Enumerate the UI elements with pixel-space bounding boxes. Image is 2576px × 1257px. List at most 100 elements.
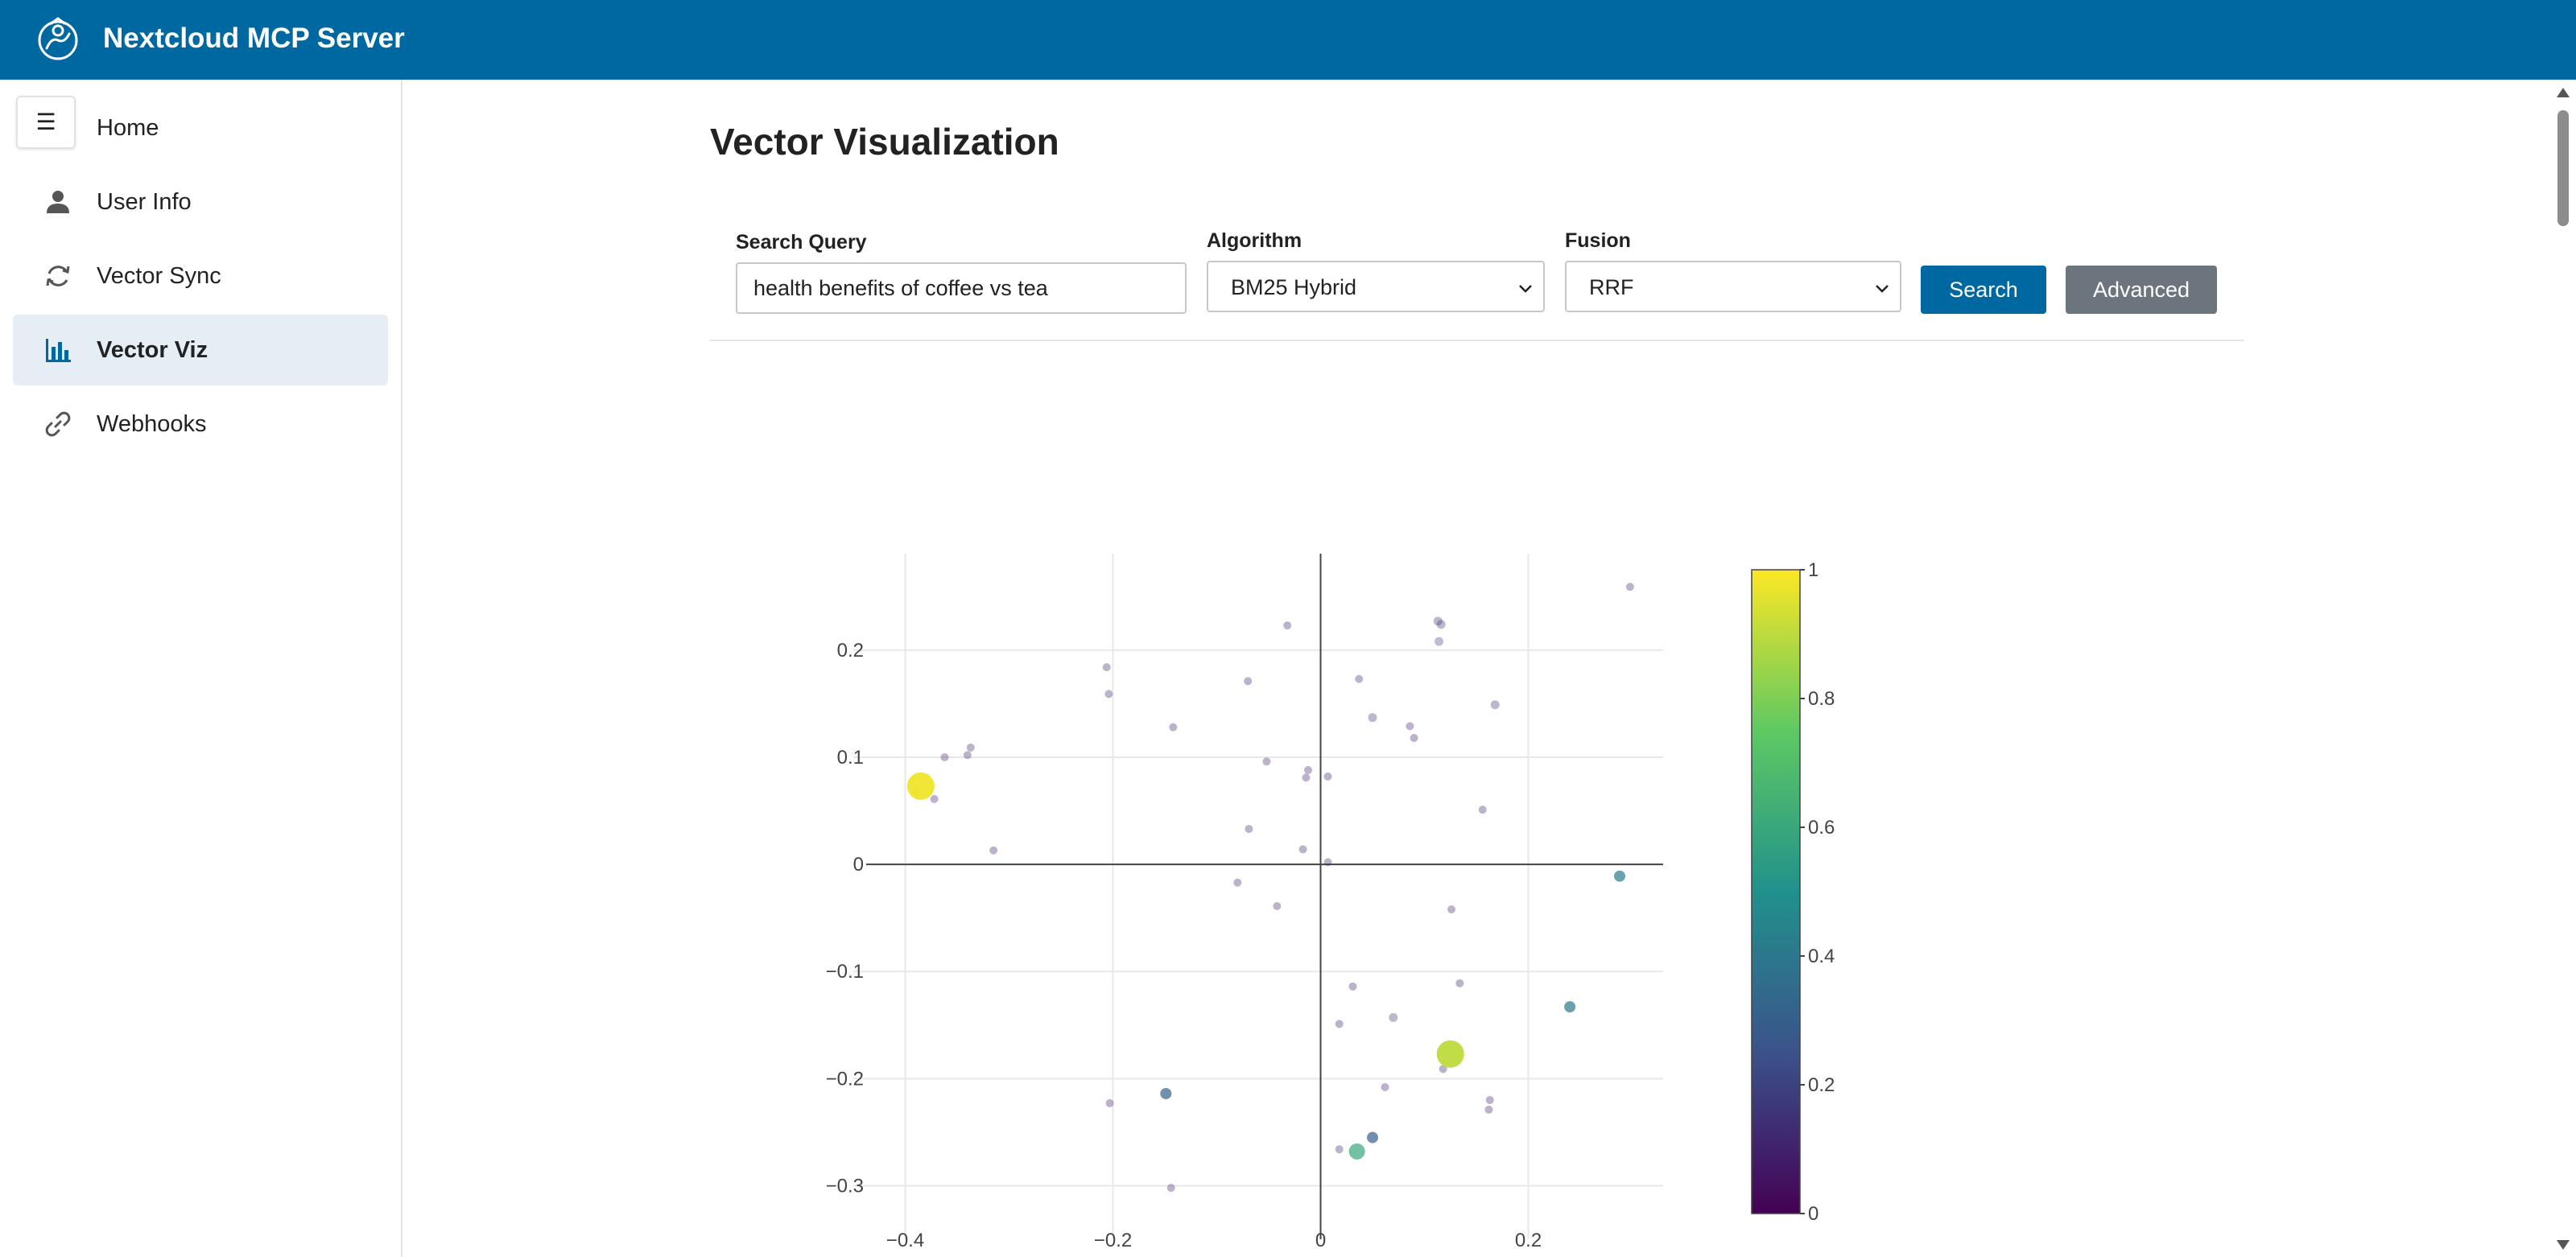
divider xyxy=(710,340,2244,341)
scroll-thumb[interactable] xyxy=(2557,110,2569,226)
scatter-point[interactable] xyxy=(1490,700,1500,710)
scatter-point[interactable] xyxy=(1298,845,1307,854)
search-query-label: Search Query xyxy=(736,231,867,253)
scatter-point[interactable] xyxy=(1625,583,1634,591)
colorbar-tick-label: 0.6 xyxy=(1808,817,1835,839)
sidebar-item-vector-sync[interactable]: Vector Sync xyxy=(13,241,388,311)
sidebar-item-home[interactable]: Home xyxy=(13,93,388,163)
sidebar-item-label: Home xyxy=(97,115,159,141)
scatter-point[interactable] xyxy=(1478,806,1487,814)
user-icon xyxy=(47,191,69,213)
scatter-point[interactable] xyxy=(1455,979,1464,987)
scatter-point[interactable] xyxy=(1104,690,1113,699)
sidebar-item-label: Vector Viz xyxy=(97,337,208,363)
scatter-point[interactable] xyxy=(1436,1040,1464,1068)
scatter-point[interactable] xyxy=(1105,1098,1114,1107)
search-button[interactable]: Search xyxy=(1921,266,2046,314)
scatter-point[interactable] xyxy=(906,772,935,800)
y-tick-label: −0.3 xyxy=(826,1175,864,1197)
y-tick-label: 0.1 xyxy=(837,747,864,769)
scatter-point[interactable] xyxy=(1406,722,1414,731)
scroll-down-arrow-icon[interactable] xyxy=(2557,1240,2570,1250)
page-title: Vector Visualization xyxy=(710,121,1059,163)
grid-lines xyxy=(853,554,1663,1239)
vector-scatter-plot[interactable]: −0.4 −0.2 0 0.2 0.2 0.1 0 −0.1 −0.2 −0.3 1 0.8 0.6 0… xyxy=(805,539,1900,1257)
colorbar: 1 0.8 0.6 0.4 0.2 0 xyxy=(1751,559,1835,1225)
colorbar-tick-label: 0.4 xyxy=(1808,946,1835,967)
scatter-point[interactable] xyxy=(1166,1184,1175,1193)
scatter-point[interactable] xyxy=(1323,858,1332,867)
fusion-select[interactable]: RRF xyxy=(1565,261,1901,312)
scatter-point[interactable] xyxy=(1323,772,1332,781)
scatter-point[interactable] xyxy=(1233,878,1242,887)
scatter-point[interactable] xyxy=(1273,901,1282,910)
scatter-point[interactable] xyxy=(1368,713,1377,723)
sidebar-item-webhooks[interactable]: Webhooks xyxy=(13,389,388,460)
scatter-point[interactable] xyxy=(1485,1095,1494,1104)
chevron-down-icon xyxy=(1876,285,1889,293)
scatter-point[interactable] xyxy=(966,743,975,752)
scatter-point[interactable] xyxy=(1169,723,1178,732)
scatter-point[interactable] xyxy=(1244,677,1253,686)
colorbar-tick-label: 1 xyxy=(1808,559,1818,581)
scatter-point[interactable] xyxy=(1160,1087,1172,1099)
sidebar-item-label: Webhooks xyxy=(97,411,207,437)
scatter-point[interactable] xyxy=(940,752,949,761)
sidebar-item-label: Vector Sync xyxy=(97,263,221,289)
scroll-up-arrow-icon[interactable] xyxy=(2557,88,2570,97)
scatter-point[interactable] xyxy=(1348,1143,1365,1160)
x-tick-label: 0 xyxy=(1315,1230,1326,1251)
search-query-input[interactable] xyxy=(736,262,1187,314)
data-points[interactable] xyxy=(906,583,1634,1193)
scatter-point[interactable] xyxy=(1355,674,1364,683)
scatter-point[interactable] xyxy=(1262,757,1271,766)
app-logo-icon xyxy=(38,17,78,60)
x-tick-label: 0.2 xyxy=(1515,1230,1542,1251)
algorithm-select-value: BM25 Hybrid xyxy=(1231,275,1357,299)
scatter-point[interactable] xyxy=(1435,637,1444,646)
scatter-point[interactable] xyxy=(1348,982,1357,991)
scatter-point[interactable] xyxy=(989,846,998,855)
axes xyxy=(866,554,1663,1239)
page-scrollbar[interactable] xyxy=(2549,80,2576,1257)
scatter-point[interactable] xyxy=(1436,620,1446,629)
tick-labels: −0.4 −0.2 0 0.2 0.2 0.1 0 −0.1 −0.2 −0.3 xyxy=(826,640,1542,1251)
colorbar-gradient xyxy=(1751,569,1801,1214)
scatter-point[interactable] xyxy=(930,794,939,803)
scatter-point[interactable] xyxy=(1283,621,1292,630)
sidebar-item-vector-viz[interactable]: Vector Viz xyxy=(13,315,388,385)
scatter-point[interactable] xyxy=(1367,1131,1378,1144)
y-tick-label: −0.1 xyxy=(826,961,864,983)
scatter-point[interactable] xyxy=(1564,1001,1576,1013)
scatter-point[interactable] xyxy=(1245,825,1253,834)
scatter-point[interactable] xyxy=(1302,773,1311,782)
scatter-point[interactable] xyxy=(963,751,972,760)
scatter-point[interactable] xyxy=(1484,1105,1493,1114)
sync-icon xyxy=(46,266,70,286)
scatter-point[interactable] xyxy=(1614,870,1626,882)
menu-toggle-button[interactable]: ☰ xyxy=(16,96,76,149)
scatter-point[interactable] xyxy=(1447,905,1456,913)
colorbar-tick-label: 0.8 xyxy=(1808,688,1835,710)
scatter-point[interactable] xyxy=(1433,616,1443,626)
sidebar-item-label: User Info xyxy=(97,189,192,215)
scatter-point[interactable] xyxy=(1439,1065,1447,1074)
sidebar-item-user-info[interactable]: User Info xyxy=(13,167,388,237)
scatter-point[interactable] xyxy=(1381,1082,1389,1091)
fusion-select-value: RRF xyxy=(1589,275,1634,299)
x-tick-label: −0.2 xyxy=(1094,1230,1132,1251)
y-tick-label: −0.2 xyxy=(826,1068,864,1090)
scatter-point[interactable] xyxy=(1389,1012,1398,1022)
scatter-point[interactable] xyxy=(1410,733,1418,742)
algorithm-select[interactable]: BM25 Hybrid xyxy=(1207,261,1545,312)
fusion-label: Fusion xyxy=(1565,229,1631,252)
bar-chart-icon xyxy=(46,339,71,362)
advanced-button[interactable]: Advanced xyxy=(2066,266,2217,314)
scatter-point[interactable] xyxy=(1335,1020,1344,1028)
sidebar: ☰ Home User Info Vector Sync Vector Viz xyxy=(0,80,402,1257)
colorbar-tick-label: 0 xyxy=(1808,1203,1818,1225)
top-bar: Nextcloud MCP Server xyxy=(0,0,2576,80)
scatter-point[interactable] xyxy=(1335,1145,1344,1154)
scatter-point[interactable] xyxy=(1304,765,1313,774)
scatter-point[interactable] xyxy=(1102,663,1111,672)
